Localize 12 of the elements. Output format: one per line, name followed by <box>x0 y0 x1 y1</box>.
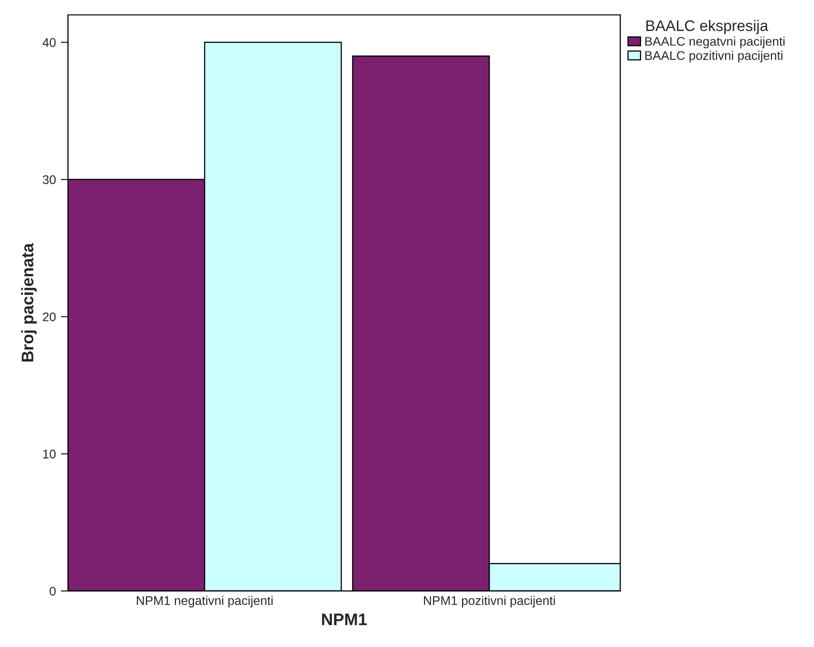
y-axis-title: Broj pacijenata <box>21 243 37 362</box>
legend-label: BAALC negatvni pacijenti <box>645 36 784 48</box>
x-tick-label: NPM1 pozitivni pacijenti <box>424 596 555 608</box>
y-tick-label: 10 <box>43 450 56 458</box>
x-axis-title: NPM1 <box>322 614 367 626</box>
y-tick-label: 40 <box>42 38 56 47</box>
legend-label: BAALC pozitivni pacijenti <box>645 50 782 62</box>
y-tick-label: 0 <box>50 586 56 596</box>
y-tick-label: 30 <box>42 175 56 184</box>
legend-title: BAALC ekspresija <box>646 20 768 34</box>
y-tick-label: 20 <box>42 312 56 322</box>
x-tick-label: NPM1 negativni pacijenti <box>136 596 273 608</box>
